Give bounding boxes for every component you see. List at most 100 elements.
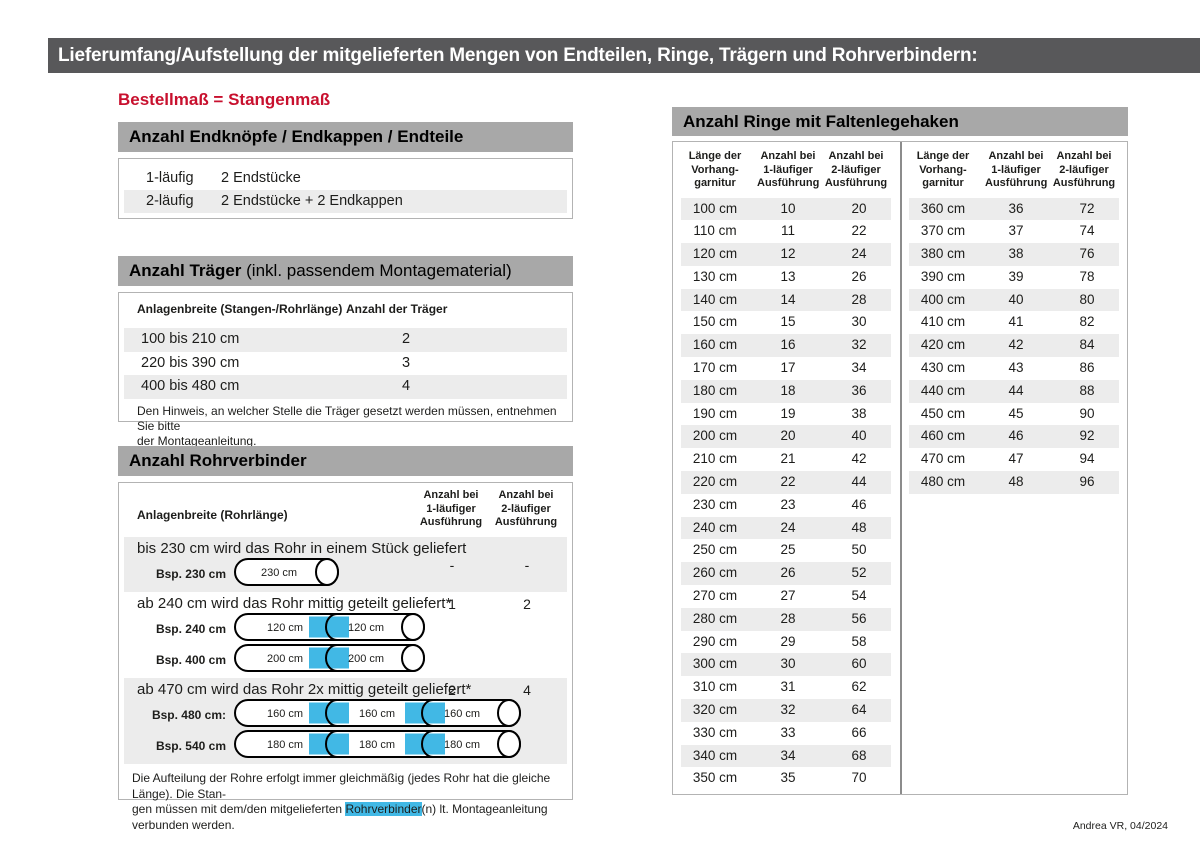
rohrverbinder-table-header: Anlagenbreite (Rohrlänge) Anzahl bei 1-l… xyxy=(119,483,572,537)
count-1-laeufig: - xyxy=(449,557,455,573)
rohr-diagram: 160 cm 160 cm 160 cm xyxy=(234,698,521,727)
rohrverbinder-section: ab 470 cm wird das Rohr 2x mittig geteil… xyxy=(124,678,567,764)
count-2-laeufig-cell: 84 xyxy=(1079,337,1095,353)
segment-length-label: 180 cm xyxy=(359,739,395,751)
rohr-diagram: 180 cm 180 cm 180 cm xyxy=(234,729,521,758)
count-2-laeufig-cell: 70 xyxy=(851,770,867,786)
row-value: 2 Endstücke xyxy=(221,170,301,186)
length-cell: 390 cm xyxy=(920,268,966,284)
length-cell: 150 cm xyxy=(692,314,738,330)
length-cell: 180 cm xyxy=(692,382,738,398)
table-row: 1-läufig 2 Endstücke xyxy=(124,167,567,190)
section-header-rohrverbinder-label: Anzahl Rohrverbinder xyxy=(129,451,307,470)
length-cell: 190 cm xyxy=(692,405,738,421)
section-header-rohrverbinder: Anzahl Rohrverbinder xyxy=(118,446,573,476)
rohrverbinder-note: Die Aufteilung der Rohre erfolgt immer g… xyxy=(132,771,562,833)
table-row: 400 bis 480 cm 4 xyxy=(124,375,567,399)
row-value: 2 Endstücke + 2 Endkappen xyxy=(221,193,403,209)
count-1-laeufig-cell: 40 xyxy=(1008,291,1024,307)
length-cell: 330 cm xyxy=(692,724,738,740)
count-2-laeufig-cell: 42 xyxy=(851,451,867,467)
note-line2-post: (n) lt. Montageanleitung verbunden werde… xyxy=(132,802,548,832)
table-row: 240 cm 24 48 xyxy=(681,516,891,540)
tube-diagram-holder: 200 cm 200 cm xyxy=(233,643,425,678)
count-1-laeufig-cell: 39 xyxy=(1008,268,1024,284)
tube-diagram-holder: 160 cm 160 cm 160 cm xyxy=(233,698,521,733)
table-row: 100 bis 210 cm 2 xyxy=(124,328,567,352)
count-2-laeufig-cell: 68 xyxy=(851,747,867,763)
count-2-laeufig-cell: 48 xyxy=(851,519,867,535)
count-1-laeufig-cell: 43 xyxy=(1008,360,1024,376)
count-1-laeufig-cell: 41 xyxy=(1008,314,1024,330)
ringe-table-right: Länge der Vorhang- garnitur Anzahl bei 1-… xyxy=(901,142,1129,794)
length-cell: 310 cm xyxy=(692,679,738,695)
length-cell: 450 cm xyxy=(920,405,966,421)
count-2-laeufig-cell: 28 xyxy=(851,291,867,307)
length-cell: 260 cm xyxy=(692,565,738,581)
count-1-laeufig-cell: 42 xyxy=(1008,337,1024,353)
count-2-laeufig-cell: 80 xyxy=(1079,291,1095,307)
count-1-laeufig-cell: 30 xyxy=(780,656,796,672)
count-1-laeufig-cell: 19 xyxy=(780,405,796,421)
tube-example-row: Bsp. 540 cm 180 cm 180 cm 180 cm xyxy=(124,729,567,761)
table-row: 390 cm 39 78 xyxy=(909,266,1119,289)
table-row: 340 cm 34 68 xyxy=(681,744,891,768)
count-2-laeufig: 4 xyxy=(523,682,531,698)
tube-diagram-holder: 120 cm 120 cm xyxy=(233,612,425,647)
count-1-laeufig-cell: 23 xyxy=(780,496,796,512)
length-cell: 160 cm xyxy=(692,337,738,353)
table-row: 370 cm 37 74 xyxy=(909,220,1119,243)
length-cell: 440 cm xyxy=(920,382,966,398)
count-1-laeufig-cell: 10 xyxy=(780,200,796,216)
table-row: 260 cm 26 52 xyxy=(681,562,891,586)
count-2-laeufig-cell: 86 xyxy=(1079,360,1095,376)
rohrverbinder-section: ab 240 cm wird das Rohr mittig geteilt g… xyxy=(124,592,567,678)
title-bar: Lieferumfang/Aufstellung der mitgeliefer… xyxy=(48,38,1200,73)
ring-col-header: Länge der Vorhang- garnitur xyxy=(916,150,970,189)
section-text: ab 470 cm wird das Rohr 2x mittig geteil… xyxy=(137,681,472,698)
section-header-ringe: Anzahl Ringe mit Faltenlegehaken xyxy=(672,107,1128,136)
table-row: 270 cm 27 54 xyxy=(681,585,891,608)
length-cell: 200 cm xyxy=(692,428,738,444)
length-cell: 430 cm xyxy=(920,360,966,376)
endteile-table: 1-läufig 2 Endstücke 2-läufig 2 Endstücke +… xyxy=(118,158,573,219)
page-title: Lieferumfang/Aufstellung der mitgeliefer… xyxy=(58,45,978,66)
count-2-laeufig-cell: 50 xyxy=(851,542,867,558)
count-2-laeufig-cell: 92 xyxy=(1079,428,1095,444)
rohrverbinder-note-line1: Die Aufteilung der Rohre erfolgt immer g… xyxy=(132,771,551,801)
rohrverbinder-connector xyxy=(309,647,349,668)
table-row: 140 cm 14 28 xyxy=(681,288,891,312)
table-row: 230 cm 23 46 xyxy=(681,494,891,517)
count-1-laeufig-cell: 36 xyxy=(1008,200,1024,216)
count-2-laeufig-cell: 34 xyxy=(851,360,867,376)
ring-table-rows: 100 cm 10 20 110 cm 11 22 120 cm 12 24 130 cm 13 26… xyxy=(673,197,901,791)
segment-length-label: 180 cm xyxy=(444,739,480,751)
table-row: 170 cm 17 34 xyxy=(681,357,891,380)
segment-length-label: 160 cm xyxy=(267,708,303,720)
table-row: 180 cm 18 36 xyxy=(681,379,891,403)
table-row: 310 cm 31 62 xyxy=(681,676,891,699)
table-row: 110 cm 11 22 xyxy=(681,220,891,243)
count-2-laeufig-cell: 58 xyxy=(851,633,867,649)
ring-table-rows: 360 cm 36 72 370 cm 37 74 380 cm 38 76 390 cm 39 78… xyxy=(901,197,1129,494)
range-cell: 400 bis 480 cm xyxy=(141,378,240,394)
segment-length-label: 180 cm xyxy=(267,739,303,751)
count-1-laeufig-cell: 38 xyxy=(1008,246,1024,262)
traeger-col2-header: Anzahl der Träger xyxy=(346,302,448,316)
example-label: Bsp. 480 cm: xyxy=(151,708,226,722)
row-label: 1-läufig xyxy=(146,170,194,186)
traeger-note-line2: der Montageanleitung. xyxy=(137,433,257,448)
length-cell: 280 cm xyxy=(692,610,738,626)
count-2-laeufig-cell: 44 xyxy=(851,474,867,490)
length-cell: 470 cm xyxy=(920,451,966,467)
length-cell: 270 cm xyxy=(692,588,738,604)
length-cell: 380 cm xyxy=(920,246,966,262)
length-cell: 240 cm xyxy=(692,519,738,535)
range-cell: 100 bis 210 cm xyxy=(141,331,240,347)
tube-example-row: Bsp. 240 cm 120 cm 120 cm xyxy=(124,612,567,647)
rohrverbinder-note-line2: gen müssen mit dem/den mitgelieferten Ro… xyxy=(132,802,562,833)
count-1-laeufig-cell: 20 xyxy=(780,428,796,444)
count-2-laeufig-cell: 82 xyxy=(1079,314,1095,330)
tube-example-row: Bsp. 400 cm 200 cm 200 cm xyxy=(124,643,567,678)
table-row: 400 cm 40 80 xyxy=(909,288,1119,312)
